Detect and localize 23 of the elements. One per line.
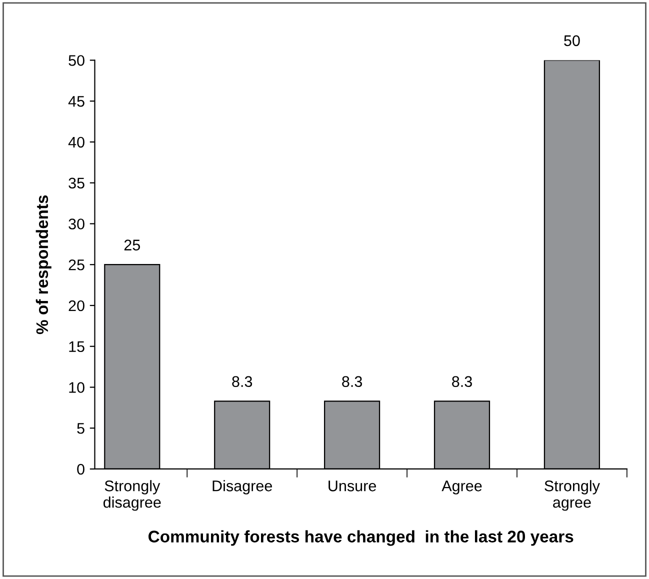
y-tick-label: 15	[69, 341, 84, 352]
y-tick-label: 5	[77, 423, 84, 434]
y-tick-label: 25	[68, 259, 84, 270]
data-label: 50	[564, 35, 580, 46]
y-tick-label: 50	[68, 55, 84, 66]
x-tick-label: Unsure	[328, 480, 376, 492]
y-tick-label: 30	[68, 218, 84, 230]
x-tick-label: Disagree	[212, 480, 272, 494]
x-tick-label: Agree	[442, 480, 482, 494]
data-label: 8.3	[342, 376, 362, 388]
y-tick-label: 20	[68, 300, 84, 312]
data-label: 25	[124, 240, 140, 250]
y-tick-label: 35	[68, 178, 84, 189]
x-tick-label: Strongly disagree	[103, 480, 161, 511]
y-axis-title: % of respondents	[36, 195, 52, 334]
y-tick-label: 40	[68, 136, 84, 148]
data-label: 8.3	[232, 376, 252, 388]
x-axis-title: Community forests have changed in the last 20 years	[148, 530, 574, 546]
y-tick-label: 10	[69, 382, 84, 393]
y-tick-label: 45	[68, 96, 84, 107]
y-tick-label: 0	[77, 464, 84, 475]
data-label: 8.3	[452, 376, 472, 388]
x-tick-label: Strongly agree	[544, 480, 600, 511]
